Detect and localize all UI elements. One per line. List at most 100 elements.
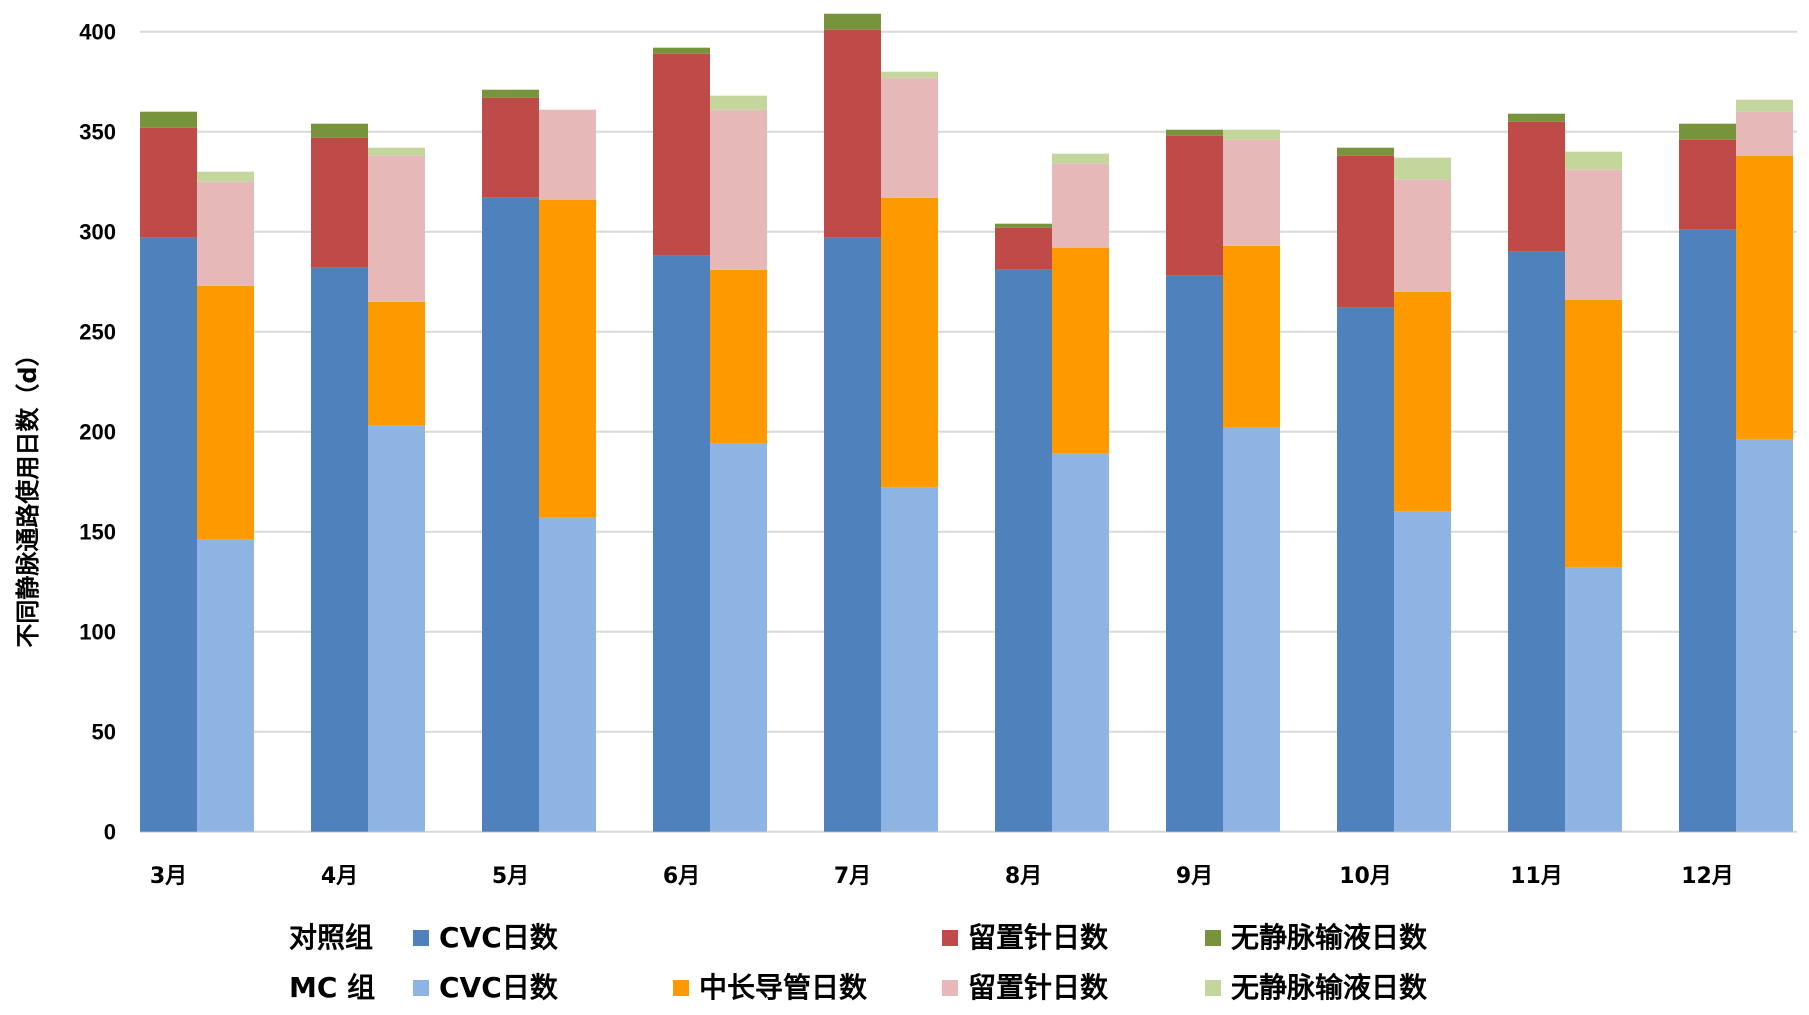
bar-segment-mc-2 — [1052, 163, 1109, 248]
bar-segment-control-1 — [1679, 139, 1736, 230]
bar-segment-mc-0 — [710, 443, 767, 832]
bar-segment-mc-3 — [1223, 129, 1280, 140]
bar-segment-control-2 — [1508, 113, 1565, 122]
y-tick-label: 400 — [79, 20, 116, 45]
x-tick-label: 10月 — [1339, 864, 1392, 889]
bar-segment-mc-3 — [1052, 153, 1109, 164]
bar-segment-control-2 — [140, 111, 197, 128]
y-tick-label: 150 — [79, 520, 116, 545]
x-tick-label: 3月 — [150, 864, 187, 889]
bar-segment-mc-2 — [881, 77, 938, 198]
bar-segment-control-2 — [1679, 123, 1736, 140]
bar-segment-mc-1 — [881, 197, 938, 488]
bar-segment-control-0 — [311, 267, 368, 832]
legend-item[interactable]: 留置针日数 — [942, 918, 1108, 958]
y-tick-label: 350 — [79, 120, 116, 145]
legend-label: 无静脉输液日数 — [1231, 921, 1428, 954]
legend-label: 留置针日数 — [968, 971, 1109, 1004]
legend-swatch-icon — [413, 980, 429, 996]
bar-segment-control-0 — [824, 237, 881, 832]
y-tick-label: 0 — [104, 820, 116, 845]
bar-segment-mc-1 — [197, 285, 254, 540]
y-tick-label: 250 — [79, 320, 116, 345]
bar-segment-mc-1 — [710, 269, 767, 444]
bar-segment-mc-3 — [1565, 151, 1622, 170]
x-tick-label: 12月 — [1681, 864, 1734, 889]
bar-segment-control-1 — [653, 53, 710, 256]
bar-segment-mc-1 — [1736, 155, 1793, 440]
bar-segment-control-2 — [653, 47, 710, 54]
bar-segment-control-0 — [1679, 229, 1736, 832]
y-axis-ticks: 0 50 100 150 200 250 300 350 400 — [79, 20, 116, 845]
legend-group-label: MC 组 — [289, 971, 376, 1004]
bar-segment-mc-2 — [1565, 169, 1622, 300]
bar-segment-mc-1 — [1052, 247, 1109, 454]
bar-segment-control-0 — [140, 237, 197, 832]
bar-segment-mc-0 — [197, 539, 254, 832]
bar-segment-mc-1 — [1565, 299, 1622, 568]
bar-segment-mc-0 — [368, 425, 425, 832]
legend-swatch-icon — [942, 930, 958, 946]
bar-segment-control-1 — [1337, 155, 1394, 308]
x-tick-label: 11月 — [1510, 864, 1563, 889]
legend-swatch-icon — [1205, 980, 1221, 996]
bar-segment-mc-3 — [368, 147, 425, 156]
x-axis-ticks: 3月 4月 5月 6月 7月 8月 9月 10月 11月 12月 — [150, 864, 1734, 889]
y-axis-label: 不同静脉通路使用日数（d） — [14, 342, 42, 647]
bar-segment-control-1 — [311, 137, 368, 268]
x-tick-label: 5月 — [492, 864, 529, 889]
bar-segment-control-0 — [653, 255, 710, 832]
bar-segment-mc-2 — [1223, 139, 1280, 246]
bar-segment-mc-3 — [197, 171, 254, 182]
bar-segment-mc-0 — [1223, 427, 1280, 832]
legend-swatch-icon — [1205, 930, 1221, 946]
x-tick-label: 9月 — [1176, 864, 1213, 889]
legend-item[interactable]: 无静脉输液日数 — [1205, 968, 1427, 1008]
bar-segment-mc-2 — [197, 181, 254, 286]
legend-row-control: 对照组 CVC日数 留置针日数 无静脉输液日数 — [0, 918, 1809, 958]
bar-segment-control-0 — [995, 269, 1052, 832]
bar-segment-control-2 — [1337, 147, 1394, 156]
bar-segment-mc-2 — [368, 155, 425, 302]
bar-segment-mc-0 — [1052, 453, 1109, 832]
x-tick-label: 4月 — [321, 864, 358, 889]
legend-group-label: 对照组 — [289, 921, 374, 954]
bar-segment-control-1 — [824, 29, 881, 238]
bar-segment-mc-2 — [1736, 111, 1793, 156]
legend-label: CVC日数 — [439, 971, 558, 1004]
bar-segment-mc-0 — [881, 487, 938, 832]
y-tick-label: 300 — [79, 220, 116, 245]
legend-row-mc: MC 组 CVC日数 中长导管日数 留置针日数 无静脉输液日数 — [0, 968, 1809, 1008]
bar-segment-mc-0 — [1736, 439, 1793, 832]
legend-item[interactable]: 留置针日数 — [942, 968, 1108, 1008]
legend-swatch-icon — [413, 930, 429, 946]
bar-segment-control-2 — [311, 123, 368, 138]
bar-segment-mc-3 — [710, 95, 767, 110]
bar-segment-mc-3 — [881, 71, 938, 78]
legend-label: 无静脉输液日数 — [1231, 971, 1428, 1004]
bar-segment-control-2 — [482, 89, 539, 98]
bar-segment-control-0 — [1337, 307, 1394, 832]
legend-item[interactable]: 中长导管日数 — [673, 968, 867, 1008]
bar-segment-mc-1 — [1394, 291, 1451, 512]
legend-item[interactable]: 无静脉输液日数 — [1205, 918, 1427, 958]
bar-segment-control-1 — [995, 227, 1052, 270]
bar-segment-mc-3 — [1736, 99, 1793, 112]
bar-segment-mc-0 — [539, 517, 596, 832]
bar-segment-control-1 — [482, 97, 539, 198]
legend-label: 中长导管日数 — [699, 971, 868, 1004]
bar-segment-control-1 — [1508, 121, 1565, 252]
bar-segment-mc-2 — [710, 109, 767, 270]
legend-item[interactable]: CVC日数 — [413, 968, 558, 1008]
legend-swatch-icon — [942, 980, 958, 996]
bar-segment-mc-0 — [1565, 567, 1622, 832]
bar-segment-control-2 — [824, 13, 881, 30]
y-tick-label: 100 — [79, 620, 116, 645]
y-tick-label: 50 — [92, 720, 116, 745]
bar-segment-control-0 — [482, 197, 539, 832]
legend-label: 留置针日数 — [968, 921, 1109, 954]
bar-segment-control-2 — [995, 223, 1052, 228]
legend-item[interactable]: CVC日数 — [413, 918, 558, 958]
